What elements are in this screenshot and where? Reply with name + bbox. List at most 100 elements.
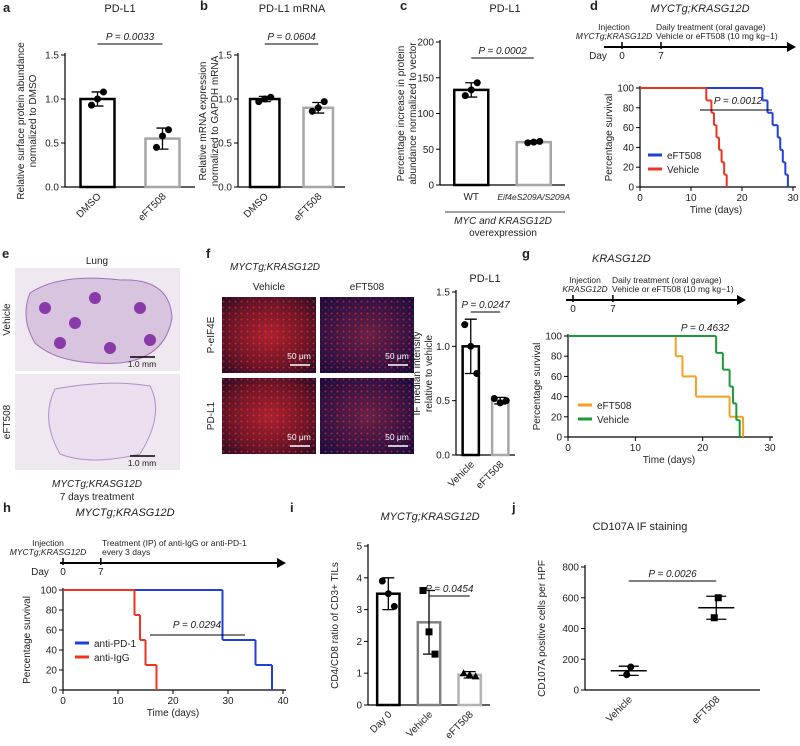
timeline-treatment: Vehicle or eFT508 (10 mg kg−1) [612, 284, 734, 294]
y-axis-label: Relative surface protein abundance [16, 42, 27, 200]
data-point [431, 650, 439, 658]
x-tick-label: Eif4eS209A/S209A [497, 192, 570, 202]
data-point [390, 602, 398, 610]
x-tick-label: Vehicle [405, 709, 436, 740]
annotation: P = 0.0026 [648, 569, 697, 580]
x-axis-label: Time (days) [643, 455, 695, 466]
row-label: PD-L1 [206, 401, 217, 430]
y-tick-label: 0 [556, 433, 562, 444]
data-point [384, 590, 392, 598]
timeline-note: MYCTg;KRASG12D [10, 547, 87, 557]
chart-title: PD-L1 [489, 3, 520, 15]
data-point [100, 88, 107, 96]
legend-label: anti-IgG [94, 653, 130, 664]
image-caption: 7 days treatment [60, 492, 135, 503]
timeline-arrowhead [787, 42, 796, 52]
x-tick-label: 30 [787, 193, 799, 204]
data-point [490, 394, 498, 402]
timeline-note: KRASG12D [562, 284, 607, 294]
image-title: MYCTg;KRASG12D [230, 262, 320, 273]
y-tick-label: 50 [423, 145, 435, 156]
y-axis-label: Percentage survival [604, 94, 615, 182]
panel-letter: e [2, 246, 9, 261]
y-tick-label: 80 [46, 606, 58, 617]
data-point [159, 132, 166, 140]
data-point [419, 587, 427, 595]
panel-letter: a [3, 0, 11, 15]
x-tick-label: DMSO [75, 191, 104, 220]
x-tick-label: 30 [222, 696, 234, 707]
scale-bar-label: 50 μm [287, 351, 311, 361]
y-tick-label: 1.0 [45, 95, 59, 106]
data-point [473, 370, 481, 377]
annotation: P = 0.0012 [714, 96, 763, 107]
y-tick-label: 60 [46, 626, 58, 637]
x-tick-label: 30 [764, 443, 776, 454]
tumor-nodule [39, 302, 51, 314]
timeline-treatment: Daily treatment (oral gavage) [612, 275, 722, 285]
y-tick-label: 0.5 [45, 139, 59, 150]
x-tick-label: 20 [167, 696, 179, 707]
timeline-treatment: every 3 days [102, 547, 150, 557]
scale-bar-label: 50 μm [385, 351, 409, 361]
if-texture [320, 297, 414, 373]
y-tick-label: 100 [40, 586, 57, 597]
y-tick-label: 0 [573, 686, 579, 697]
x-tick-label: Vehicle [446, 459, 477, 490]
data-point [530, 138, 538, 146]
data-point [320, 98, 328, 106]
tumor-nodule [104, 342, 116, 354]
y-tick-label: 20 [551, 412, 563, 423]
x-tick-label: Vehicle [604, 694, 635, 725]
data-point [314, 104, 322, 112]
x-axis-label: Time (days) [690, 205, 742, 216]
x-axis-label: MYC and KRASG12D [454, 216, 552, 227]
data-point [627, 663, 635, 671]
data-point [153, 143, 160, 151]
bar [515, 140, 552, 187]
panel-letter: i [290, 500, 294, 515]
panel-letter: h [3, 500, 11, 515]
y-tick-label: 100 [545, 332, 562, 343]
y-tick-label: 60 [623, 123, 635, 134]
legend-label: anti-PD-1 [94, 639, 137, 650]
timeline-tick-label: 0 [60, 567, 66, 578]
data-point [261, 95, 269, 103]
timeline-note: Injection [569, 275, 601, 285]
data-point [502, 397, 510, 405]
y-axis-label: relative to vehicle [424, 334, 435, 412]
data-point [471, 672, 480, 680]
tumor-nodule [89, 292, 101, 304]
timeline-label: Day [31, 567, 49, 578]
timeline-treatment: Vehicle or eFT508 (10 mg kg−1) [656, 31, 778, 41]
y-axis-label: IF median intensity [412, 332, 423, 416]
data-point [467, 342, 475, 350]
chart-title: PD-L1 [104, 3, 135, 15]
y-tick-label: 0 [428, 181, 434, 192]
panel-header: MYCTg;KRASG12D [650, 3, 749, 15]
y-tick-label: 60 [551, 372, 563, 383]
y-tick-label: 4 [356, 573, 362, 584]
x-tick-label: 10 [630, 443, 642, 454]
timeline-tick-label: 7 [658, 51, 664, 62]
y-tick-label: 1.5 [436, 288, 450, 299]
x-tick-label: 20 [736, 193, 748, 204]
y-tick-label: 800 [562, 563, 579, 574]
y-tick-label: 5 [356, 542, 362, 553]
legend-label: Vehicle [667, 165, 700, 176]
y-axis-label: abundance normalized to vector [408, 42, 419, 185]
legend-label: Vehicle [597, 415, 630, 426]
y-axis-label: Percentage survival [22, 596, 33, 684]
panel-letter: j [511, 500, 516, 515]
x-axis-label: Time (days) [147, 708, 199, 719]
row-label: P-eIF4E [206, 316, 217, 353]
y-tick-label: 1 [356, 669, 362, 680]
timeline-arrowhead [277, 558, 286, 568]
panel-letter: b [200, 0, 208, 13]
timeline-tick-label: 7 [610, 304, 616, 315]
data-point [308, 107, 316, 115]
y-tick-label: 0.0 [45, 183, 59, 194]
y-axis-label: Percentage increase in protein [396, 46, 407, 182]
y-tick-label: 600 [562, 593, 579, 604]
